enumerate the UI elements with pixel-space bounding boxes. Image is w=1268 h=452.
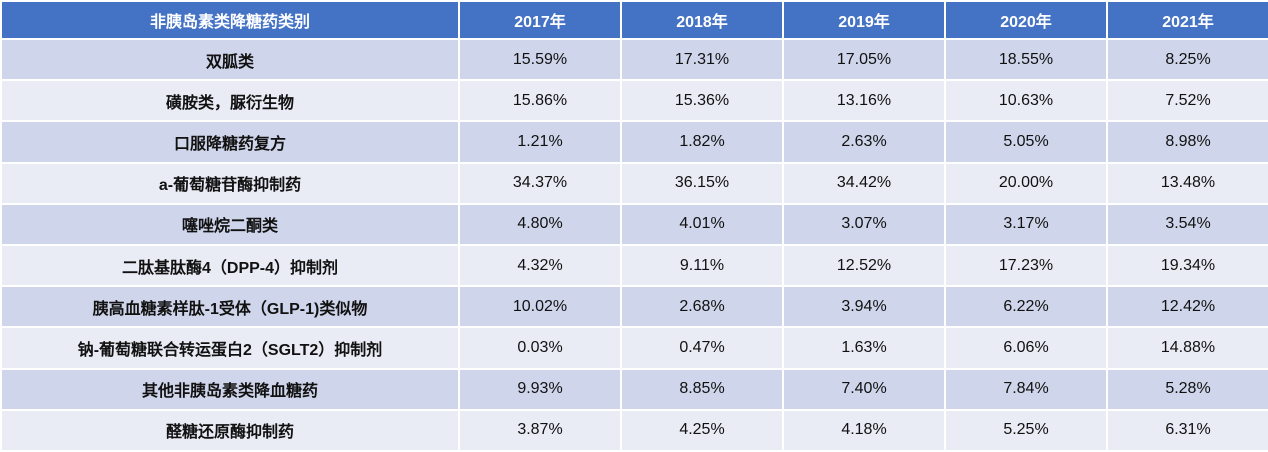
category-cell: 二肽基肽酶4（DPP-4）抑制剂 xyxy=(0,243,460,288)
table-row: 钠-葡萄糖联合转运蛋白2（SGLT2）抑制剂 0.03% 0.47% 1.63% 6.0… xyxy=(0,326,1268,370)
table-row: 二肽基肽酶4（DPP-4）抑制剂 4.32% 9.11% 12.52% 17.23% 19… xyxy=(0,243,1268,288)
value-cell: 4.80% xyxy=(458,202,622,246)
value-cell: 19.34% xyxy=(1106,243,1268,288)
value-cell: 4.01% xyxy=(620,202,784,246)
value-cell: 12.42% xyxy=(1106,285,1268,329)
table-row: 其他非胰岛素类降血糖药 9.93% 8.85% 7.40% 7.84% 5.28% xyxy=(0,367,1268,411)
table-row: 噻唑烷二酮类 4.80% 4.01% 3.07% 3.17% 3.54% xyxy=(0,202,1268,246)
value-cell: 17.31% xyxy=(620,37,784,82)
value-cell: 7.40% xyxy=(782,367,946,411)
value-cell: 10.63% xyxy=(944,79,1108,123)
value-cell: 4.25% xyxy=(620,408,784,452)
table-row: 口服降糖药复方 1.21% 1.82% 2.63% 5.05% 8.98% xyxy=(0,120,1268,164)
category-cell: 醛糖还原酶抑制药 xyxy=(0,408,460,452)
value-cell: 7.84% xyxy=(944,367,1108,411)
value-cell: 8.85% xyxy=(620,367,784,411)
value-cell: 14.88% xyxy=(1106,326,1268,370)
value-cell: 3.87% xyxy=(458,408,622,452)
value-cell: 2.63% xyxy=(782,120,946,164)
value-cell: 12.52% xyxy=(782,243,946,288)
value-cell: 15.59% xyxy=(458,37,622,82)
value-cell: 34.42% xyxy=(782,161,946,205)
value-cell: 4.32% xyxy=(458,243,622,288)
value-cell: 3.07% xyxy=(782,202,946,246)
value-cell: 17.23% xyxy=(944,243,1108,288)
value-cell: 3.54% xyxy=(1106,202,1268,246)
value-cell: 5.25% xyxy=(944,408,1108,452)
value-cell: 0.47% xyxy=(620,326,784,370)
header-row: 非胰岛素类降糖药类别 2017年 2018年 2019年 2020年 2021年 xyxy=(0,0,1268,40)
value-cell: 13.16% xyxy=(782,79,946,123)
category-cell: 噻唑烷二酮类 xyxy=(0,202,460,246)
value-cell: 9.93% xyxy=(458,367,622,411)
table-row: 双胍类 15.59% 17.31% 17.05% 18.55% 8.25% xyxy=(0,37,1268,82)
value-cell: 1.21% xyxy=(458,120,622,164)
value-cell: 3.94% xyxy=(782,285,946,329)
value-cell: 17.05% xyxy=(782,37,946,82)
header-cell: 2020年 xyxy=(944,0,1108,40)
value-cell: 0.03% xyxy=(458,326,622,370)
value-cell: 3.17% xyxy=(944,202,1108,246)
value-cell: 18.55% xyxy=(944,37,1108,82)
category-cell: 磺胺类，脲衍生物 xyxy=(0,79,460,123)
value-cell: 6.22% xyxy=(944,285,1108,329)
value-cell: 5.28% xyxy=(1106,367,1268,411)
value-cell: 6.06% xyxy=(944,326,1108,370)
category-cell: 胰高血糖素样肽-1受体（GLP-1)类似物 xyxy=(0,285,460,329)
category-cell: 口服降糖药复方 xyxy=(0,120,460,164)
value-cell: 4.18% xyxy=(782,408,946,452)
value-cell: 8.98% xyxy=(1106,120,1268,164)
value-cell: 7.52% xyxy=(1106,79,1268,123)
table-row: 胰高血糖素样肽-1受体（GLP-1)类似物 10.02% 2.68% 3.94% 6.2… xyxy=(0,285,1268,329)
header-cell: 2017年 xyxy=(458,0,622,40)
category-cell: a-葡萄糖苷酶抑制药 xyxy=(0,161,460,205)
value-cell: 2.68% xyxy=(620,285,784,329)
header-cell: 2019年 xyxy=(782,0,946,40)
value-cell: 36.15% xyxy=(620,161,784,205)
value-cell: 15.36% xyxy=(620,79,784,123)
value-cell: 1.82% xyxy=(620,120,784,164)
value-cell: 13.48% xyxy=(1106,161,1268,205)
value-cell: 15.86% xyxy=(458,79,622,123)
value-cell: 20.00% xyxy=(944,161,1108,205)
value-cell: 9.11% xyxy=(620,243,784,288)
value-cell: 8.25% xyxy=(1106,37,1268,82)
category-cell: 双胍类 xyxy=(0,37,460,82)
category-cell: 其他非胰岛素类降血糖药 xyxy=(0,367,460,411)
value-cell: 1.63% xyxy=(782,326,946,370)
value-cell: 6.31% xyxy=(1106,408,1268,452)
value-cell: 5.05% xyxy=(944,120,1108,164)
table-row: 醛糖还原酶抑制药 3.87% 4.25% 4.18% 5.25% 6.31% xyxy=(0,408,1268,452)
value-cell: 10.02% xyxy=(458,285,622,329)
header-cell: 2018年 xyxy=(620,0,784,40)
table-row: 磺胺类，脲衍生物 15.86% 15.36% 13.16% 10.63% 7.52% xyxy=(0,79,1268,123)
table-row: a-葡萄糖苷酶抑制药 34.37% 36.15% 34.42% 20.00% 13.48% xyxy=(0,161,1268,205)
value-cell: 34.37% xyxy=(458,161,622,205)
table-body: 双胍类 15.59% 17.31% 17.05% 18.55% 8.25% 磺胺类，脲衍生物… xyxy=(0,37,1268,452)
header-cell: 2021年 xyxy=(1106,0,1268,40)
category-cell: 钠-葡萄糖联合转运蛋白2（SGLT2）抑制剂 xyxy=(0,326,460,370)
header-cell: 非胰岛素类降糖药类别 xyxy=(0,0,460,40)
